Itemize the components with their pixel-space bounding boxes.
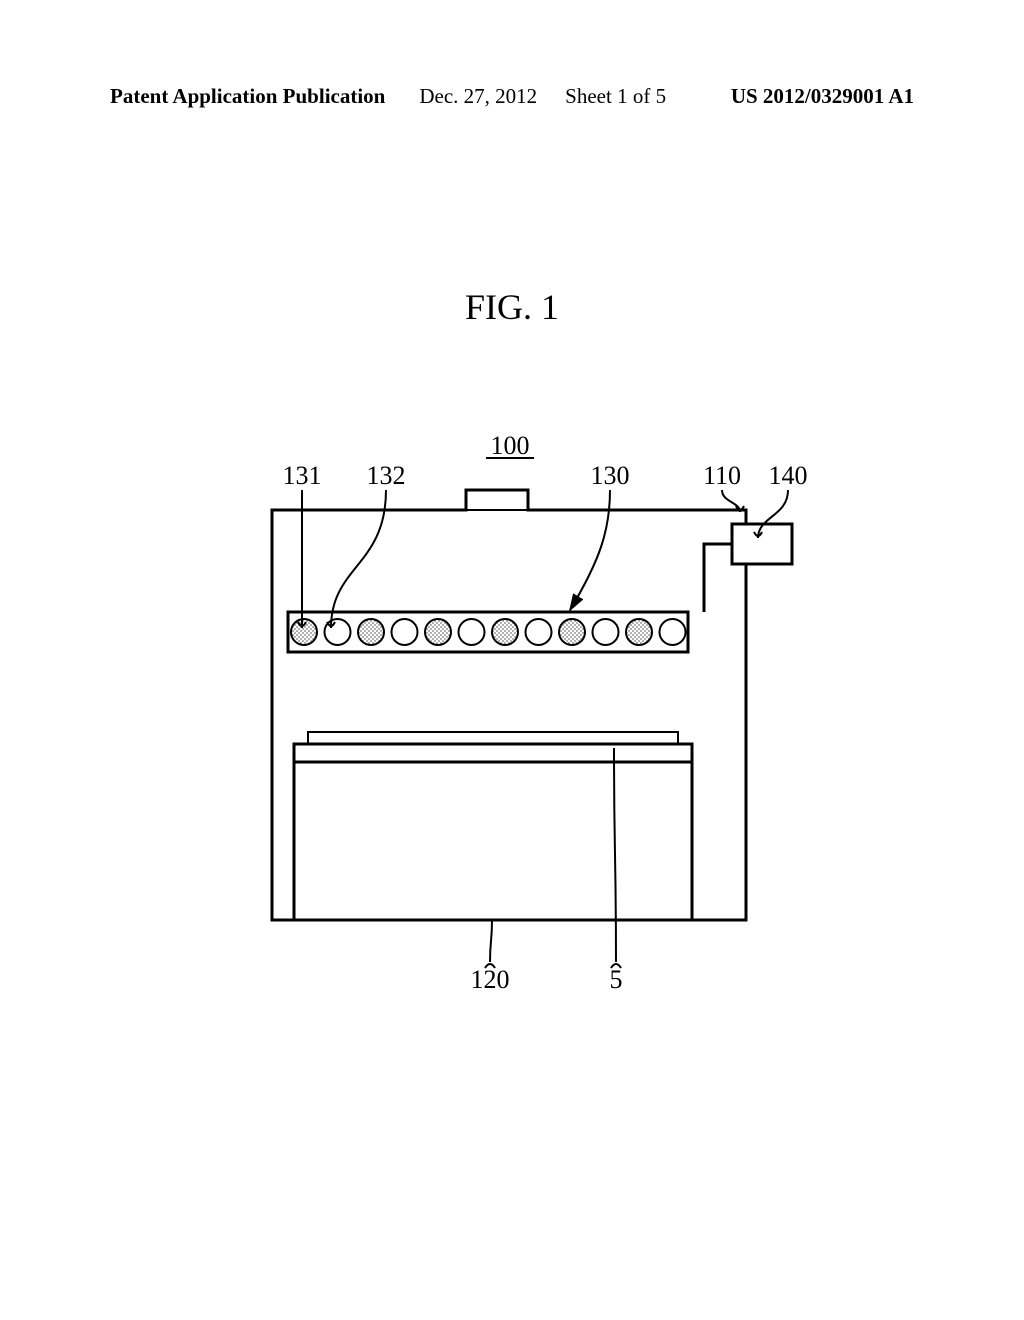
leader-arrow xyxy=(570,490,610,610)
figure-title: FIG. 1 xyxy=(0,286,1024,328)
page-header: Patent Application Publication Dec. 27, … xyxy=(0,84,1024,109)
nozzle-132 xyxy=(392,619,418,645)
ref-label: 5 xyxy=(610,965,623,992)
ref-label: 132 xyxy=(367,461,406,490)
nozzle-132 xyxy=(526,619,552,645)
nozzle-131 xyxy=(425,619,451,645)
figure-svg: 100 131 132 130 110 140 120 5 xyxy=(174,432,846,992)
ref-label: 120 xyxy=(471,965,510,992)
ref-label: 140 xyxy=(769,461,808,490)
leader-hook xyxy=(736,506,744,510)
stage-lip xyxy=(294,744,692,762)
nozzle-132 xyxy=(660,619,686,645)
sheet-indicator: Sheet 1 of 5 xyxy=(565,84,666,109)
publication-type: Patent Application Publication xyxy=(110,84,385,109)
publication-date: Dec. 27, 2012 xyxy=(419,84,537,109)
leader-line xyxy=(490,920,492,962)
ref-label: 100 xyxy=(491,432,530,460)
page: Patent Application Publication Dec. 27, … xyxy=(0,0,1024,1320)
nozzle-131 xyxy=(626,619,652,645)
substrate-5 xyxy=(308,732,678,744)
box-140 xyxy=(732,524,792,564)
ref-label: 130 xyxy=(591,461,630,490)
publication-number: US 2012/0329001 A1 xyxy=(731,84,914,109)
nozzle-131 xyxy=(291,619,317,645)
nozzle-132 xyxy=(459,619,485,645)
figure-1: 100 131 132 130 110 140 120 5 xyxy=(174,432,846,992)
nozzle-132 xyxy=(593,619,619,645)
nozzle-131 xyxy=(559,619,585,645)
nozzle-131 xyxy=(358,619,384,645)
ref-label: 131 xyxy=(283,461,322,490)
stage-120 xyxy=(294,762,692,920)
arm-140-to-130 xyxy=(704,544,732,612)
ref-label: 110 xyxy=(703,461,741,490)
nozzle-131 xyxy=(492,619,518,645)
